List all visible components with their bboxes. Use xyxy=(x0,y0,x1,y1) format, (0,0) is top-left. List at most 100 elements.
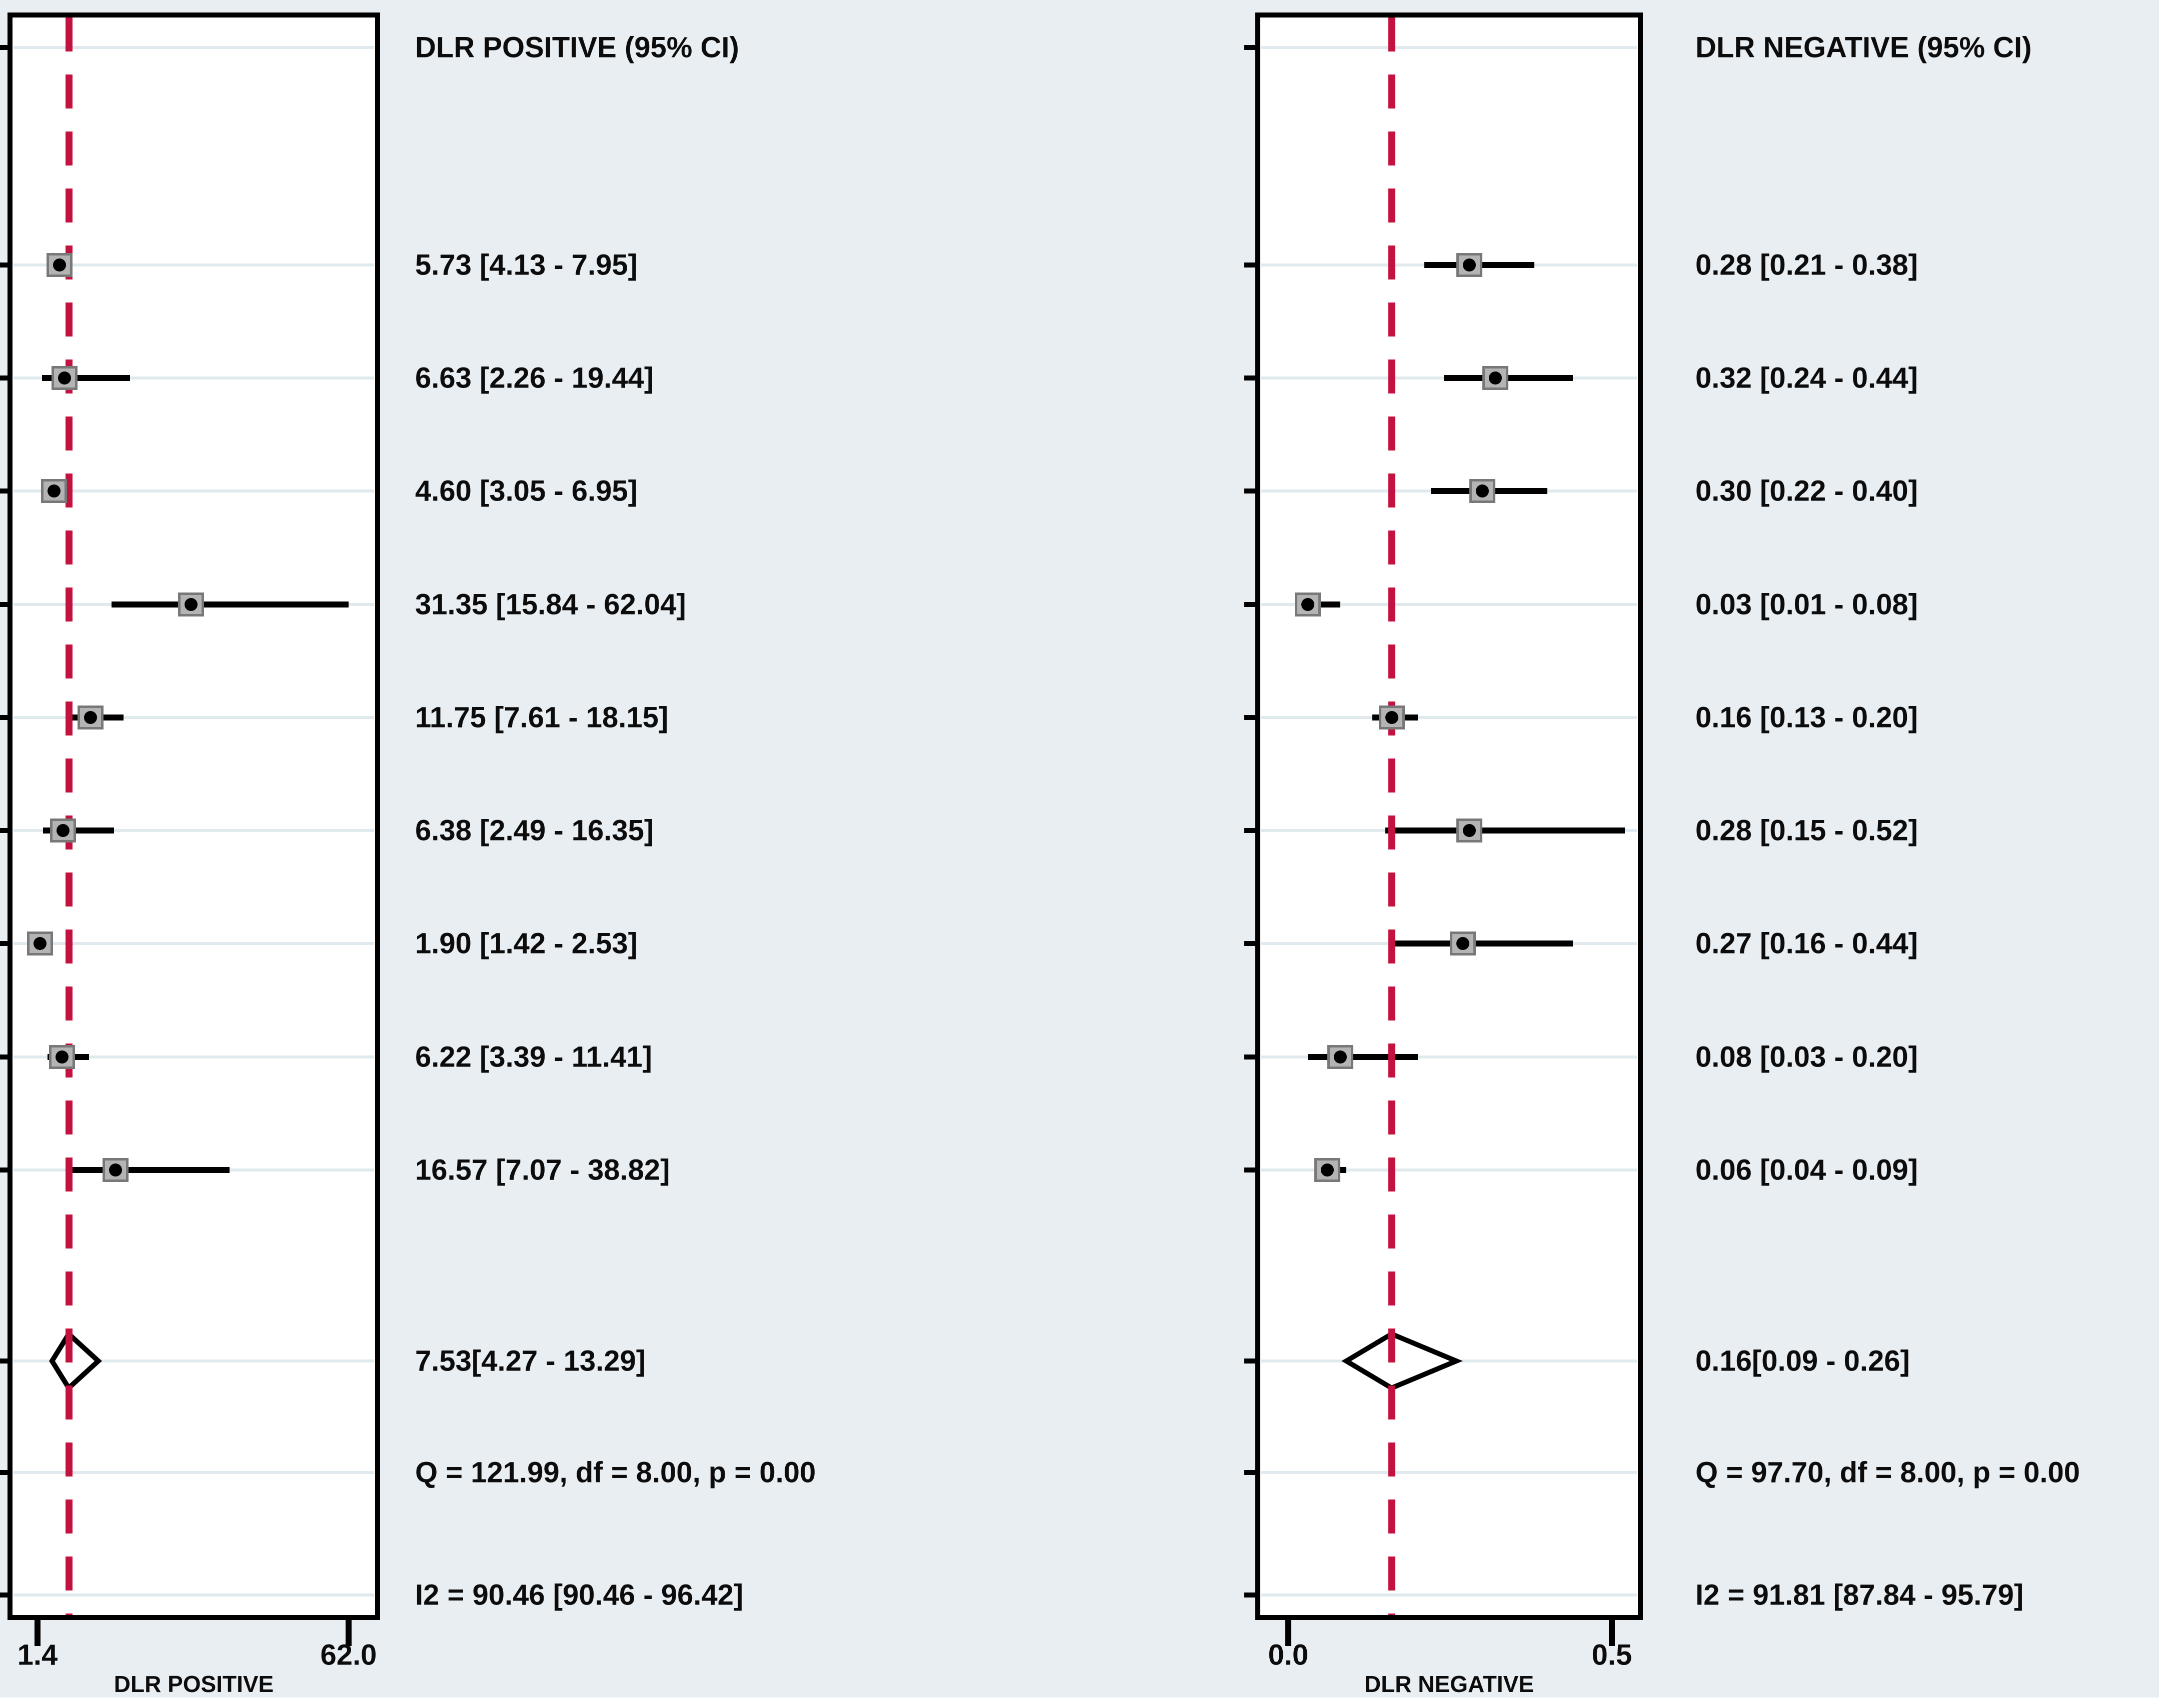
dlr-negative-axis-tick-min: 0.0 xyxy=(1268,1638,1309,1672)
dlr-negative-axis-title: DLR NEGATIVE xyxy=(1364,1671,1534,1697)
y-axis-tick xyxy=(0,1054,9,1060)
y-axis-tick xyxy=(1244,1592,1256,1598)
study-point-estimate-marker xyxy=(1456,818,1483,842)
study-point-estimate-marker xyxy=(102,1158,129,1182)
study-ci-label: 0.28 [0.21 - 0.38] xyxy=(1695,248,1918,282)
study-ci-label: 5.73 [4.13 - 7.95] xyxy=(415,248,638,282)
y-axis-tick xyxy=(1244,262,1256,268)
row-gridline xyxy=(14,264,374,266)
marker-center-dot xyxy=(34,937,47,950)
y-axis-tick xyxy=(0,828,9,833)
marker-center-dot xyxy=(1333,1050,1347,1064)
row-gridline xyxy=(1261,1168,1637,1172)
marker-center-dot xyxy=(1456,937,1470,950)
study-ci-label: 0.27 [0.16 - 0.44] xyxy=(1695,927,1918,960)
y-axis-tick xyxy=(0,1592,9,1598)
study-point-estimate-marker xyxy=(41,479,67,503)
dlr-negative-plot-area xyxy=(1255,12,1643,1620)
study-point-estimate-marker xyxy=(51,366,78,390)
y-axis-tick xyxy=(0,488,9,494)
y-axis-tick xyxy=(0,715,9,720)
row-gridline xyxy=(14,942,374,945)
study-ci-label: 0.16 [0.13 - 0.20] xyxy=(1695,701,1918,734)
dlr-positive-axis-tick-max: 62.0 xyxy=(320,1638,377,1672)
marker-center-dot xyxy=(1320,1164,1334,1176)
study-point-estimate-marker xyxy=(1314,1158,1340,1182)
study-point-estimate-marker xyxy=(1482,366,1509,390)
y-axis-tick xyxy=(1244,376,1256,380)
y-axis-tick xyxy=(0,941,9,946)
study-point-estimate-marker xyxy=(1379,706,1405,730)
row-gridline xyxy=(14,829,374,832)
marker-center-dot xyxy=(1301,598,1314,611)
study-point-estimate-marker xyxy=(50,818,77,842)
marker-center-dot xyxy=(1476,484,1489,498)
y-axis-tick xyxy=(1244,828,1256,833)
y-axis-tick xyxy=(0,262,9,268)
y-axis-tick xyxy=(0,602,9,607)
study-ci-label: 31.35 [15.84 - 62.04] xyxy=(415,588,686,621)
marker-center-dot xyxy=(1385,711,1399,724)
row-gridline xyxy=(1261,603,1637,606)
row-gridline xyxy=(14,376,374,380)
study-point-estimate-marker xyxy=(1450,932,1476,956)
study-point-estimate-marker xyxy=(1469,479,1496,503)
study-ci-label: 0.06 [0.04 - 0.09] xyxy=(1695,1154,1918,1186)
y-axis-tick xyxy=(0,1358,9,1364)
study-ci-label: 6.63 [2.26 - 19.44] xyxy=(415,362,654,394)
row-gridline xyxy=(14,46,374,49)
row-gridline xyxy=(1261,716,1637,719)
dlr-negative-i2-statistic: I2 = 91.81 [87.84 - 95.79] xyxy=(1695,1578,2024,1612)
dlr-negative-column-header: DLR NEGATIVE (95% CI) xyxy=(1695,31,2032,64)
confidence-interval-whisker xyxy=(1385,828,1625,834)
y-axis-tick xyxy=(0,376,9,380)
row-gridline xyxy=(14,716,374,719)
study-ci-label: 16.57 [7.07 - 38.82] xyxy=(415,1154,670,1186)
row-gridline xyxy=(14,1056,374,1058)
study-ci-label: 0.08 [0.03 - 0.20] xyxy=(1695,1040,1918,1074)
y-axis-tick xyxy=(1244,488,1256,494)
confidence-interval-whisker xyxy=(1307,1054,1418,1060)
dlr-positive-heterogeneity-q: Q = 121.99, df = 8.00, p = 0.00 xyxy=(415,1456,816,1489)
x-axis-tick xyxy=(1285,1620,1291,1646)
x-axis-tick xyxy=(35,1620,41,1646)
row-gridline xyxy=(14,1471,374,1474)
x-axis-tick xyxy=(1609,1620,1615,1646)
study-point-estimate-marker xyxy=(1327,1045,1353,1069)
study-ci-label: 4.60 [3.05 - 6.95] xyxy=(415,474,638,508)
dlr-positive-i2-statistic: I2 = 90.46 [90.46 - 96.42] xyxy=(415,1578,744,1612)
marker-center-dot xyxy=(109,1164,122,1176)
marker-center-dot xyxy=(53,258,67,272)
study-point-estimate-marker xyxy=(49,1045,76,1069)
row-gridline xyxy=(14,1360,374,1362)
study-ci-label: 0.28 [0.15 - 0.52] xyxy=(1695,814,1918,847)
study-ci-label: 6.22 [3.39 - 11.41] xyxy=(415,1040,652,1074)
y-axis-tick xyxy=(1244,45,1256,50)
marker-center-dot xyxy=(1463,258,1476,272)
marker-center-dot xyxy=(56,1050,69,1064)
y-axis-tick xyxy=(1244,715,1256,720)
study-ci-label: 0.32 [0.24 - 0.44] xyxy=(1695,362,1918,394)
confidence-interval-whisker xyxy=(67,1167,230,1173)
study-point-estimate-marker xyxy=(78,706,104,730)
row-gridline xyxy=(1261,1471,1637,1474)
dlr-negative-heterogeneity-q: Q = 97.70, df = 8.00, p = 0.00 xyxy=(1695,1456,2080,1489)
study-ci-label: 1.90 [1.42 - 2.53] xyxy=(415,927,638,960)
dlr-positive-axis-tick-min: 1.4 xyxy=(17,1638,58,1672)
pooled-estimate-reference-line xyxy=(1388,18,1396,1615)
y-axis-tick xyxy=(1244,1470,1256,1475)
study-point-estimate-marker xyxy=(47,253,73,277)
dlr-positive-axis-title: DLR POSITIVE xyxy=(114,1671,274,1697)
marker-center-dot xyxy=(58,372,71,384)
dlr-negative-axis-tick-max: 0.5 xyxy=(1591,1638,1632,1672)
study-point-estimate-marker xyxy=(27,932,54,956)
study-point-estimate-marker xyxy=(1294,592,1321,616)
row-gridline xyxy=(1261,1594,1637,1596)
study-point-estimate-marker xyxy=(1456,253,1483,277)
row-gridline xyxy=(1261,46,1637,49)
marker-center-dot xyxy=(47,484,61,498)
marker-center-dot xyxy=(1463,824,1476,837)
x-axis-tick xyxy=(346,1620,352,1646)
marker-center-dot xyxy=(84,711,98,724)
